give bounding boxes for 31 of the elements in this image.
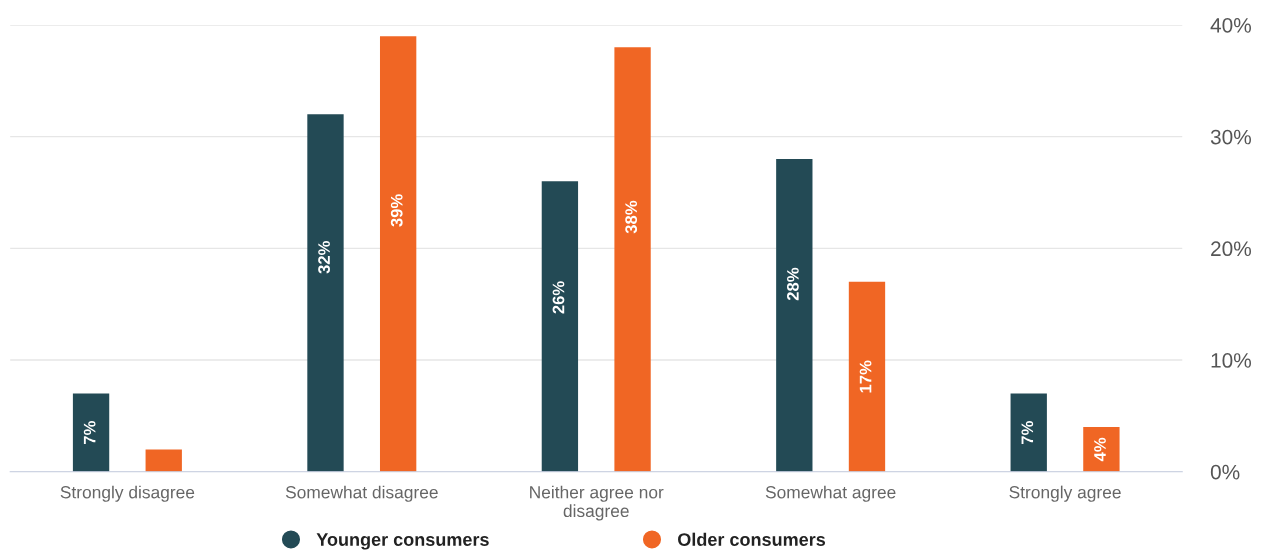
bar bbox=[72, 393, 110, 472]
x-tick-label: Strongly disagree bbox=[60, 485, 195, 502]
bar bbox=[379, 36, 417, 472]
bar bbox=[145, 449, 182, 472]
y-tick-label: 20% bbox=[1211, 241, 1252, 257]
bar bbox=[1010, 393, 1047, 472]
data-label: 17% bbox=[859, 360, 872, 393]
x-tick-label: Somewhat disagree bbox=[285, 485, 438, 502]
bar bbox=[307, 114, 344, 472]
bar bbox=[614, 47, 651, 472]
x-tick-label: Neither agree nor disagree bbox=[530, 485, 664, 521]
data-label: 4% bbox=[1094, 437, 1106, 462]
bar bbox=[541, 181, 579, 472]
bar bbox=[776, 159, 813, 472]
data-label: 39% bbox=[390, 194, 403, 227]
y-tick-label: 0% bbox=[1210, 464, 1240, 480]
data-label: 28% bbox=[786, 267, 799, 301]
data-label: 7% bbox=[1021, 421, 1034, 444]
data-label: 26% bbox=[552, 281, 565, 314]
x-tick-label: Somewhat agree bbox=[765, 485, 896, 502]
y-tick-label: 40% bbox=[1210, 17, 1252, 33]
bar bbox=[1083, 427, 1120, 472]
y-tick-label: 10% bbox=[1211, 353, 1252, 368]
data-label: 7% bbox=[83, 421, 96, 444]
legend-label: Younger consumers bbox=[316, 533, 489, 550]
y-tick-label: 30% bbox=[1210, 129, 1252, 145]
data-label: 32% bbox=[318, 241, 330, 274]
x-tick-label: Strongly agree bbox=[1009, 485, 1121, 502]
legend-label: Older consumers bbox=[678, 532, 826, 546]
data-label: 38% bbox=[625, 200, 638, 234]
bar bbox=[848, 281, 886, 472]
